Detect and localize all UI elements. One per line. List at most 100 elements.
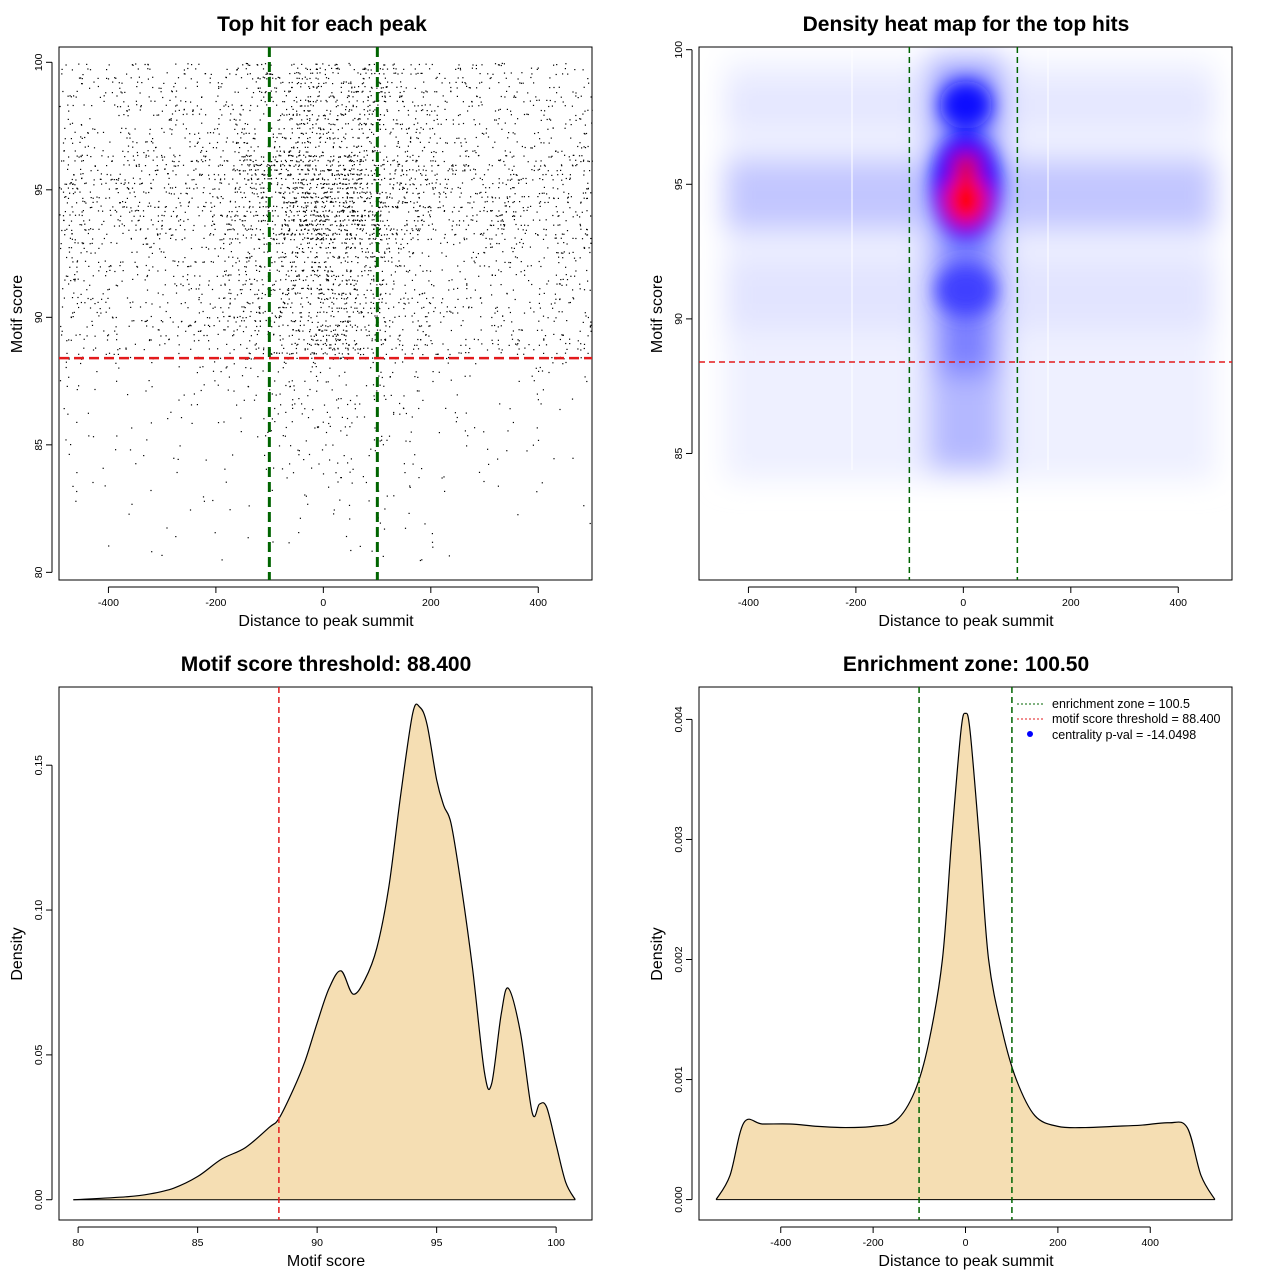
scatter-point xyxy=(553,320,555,322)
scatter-point xyxy=(509,179,511,181)
scatter-point xyxy=(99,266,101,268)
scatter-point xyxy=(109,141,111,143)
scatter-point xyxy=(539,366,541,369)
scatter-point xyxy=(205,201,207,204)
scatter-point xyxy=(303,196,305,198)
scatter-point xyxy=(497,228,499,230)
scatter-point xyxy=(504,238,506,240)
scatter-point xyxy=(64,279,66,281)
scatter-point xyxy=(99,178,101,180)
scatter-point xyxy=(328,289,330,291)
scatter-point xyxy=(330,315,332,317)
scatter-point xyxy=(113,225,116,227)
scatter-point xyxy=(386,248,388,250)
scatter-point xyxy=(179,445,181,447)
scatter-point xyxy=(238,279,240,282)
scatter-point xyxy=(546,99,548,101)
scatter-point xyxy=(390,131,392,133)
scatter-point xyxy=(251,283,253,285)
scatter-point xyxy=(292,312,294,314)
scatter-point xyxy=(244,156,246,158)
scatter-point xyxy=(149,339,151,341)
scatter-point xyxy=(70,138,72,140)
scatter-point xyxy=(531,283,533,286)
scatter-point xyxy=(570,275,572,277)
scatter-point xyxy=(552,187,554,189)
scatter-point xyxy=(511,178,513,180)
scatter-point xyxy=(175,186,177,188)
scatter-point xyxy=(348,219,350,221)
scatter-point xyxy=(299,223,301,226)
scatter-point xyxy=(445,255,447,257)
scatter-point xyxy=(278,445,281,447)
scatter-point xyxy=(233,363,235,365)
scatter-point xyxy=(110,179,112,181)
scatter-point xyxy=(591,160,593,162)
scatter-point xyxy=(265,206,267,208)
scatter-point xyxy=(522,229,524,231)
scatter-point xyxy=(343,298,345,300)
scatter-point xyxy=(468,307,470,309)
scatter-point xyxy=(163,251,165,253)
scatter-point xyxy=(245,280,247,282)
scatter-point xyxy=(182,164,185,166)
scatter-point xyxy=(296,147,299,149)
scatter-point xyxy=(520,271,522,273)
scatter-point xyxy=(304,494,306,496)
scatter-point xyxy=(424,179,427,181)
scatter-point xyxy=(384,338,387,340)
scatter-point xyxy=(518,380,520,382)
scatter-point xyxy=(71,178,73,181)
scatter-point xyxy=(472,251,474,253)
scatter-point xyxy=(356,307,358,309)
scatter-point xyxy=(60,247,62,250)
scatter-point xyxy=(346,234,348,236)
scatter-point xyxy=(259,306,261,308)
scatter-point xyxy=(566,243,568,245)
scatter-point xyxy=(177,335,179,337)
scatter-point xyxy=(145,302,147,304)
scatter-point xyxy=(292,191,294,193)
scatter-point xyxy=(98,315,100,317)
scatter-point xyxy=(312,228,314,230)
scatter-point xyxy=(66,340,68,342)
scatter-point xyxy=(102,210,104,212)
scatter-point xyxy=(136,251,138,253)
scatter-point xyxy=(345,242,347,244)
scatter-point xyxy=(471,105,473,107)
scatter-point xyxy=(318,91,320,93)
scatter-point xyxy=(389,133,391,135)
scatter-point xyxy=(301,196,303,198)
scatter-point xyxy=(356,173,358,175)
scatter-point xyxy=(276,150,278,152)
scatter-point xyxy=(215,100,217,103)
scatter-point xyxy=(318,145,320,147)
scatter-point xyxy=(282,435,284,437)
scatter-point xyxy=(184,229,186,231)
scatter-point xyxy=(345,298,348,300)
scatter-point xyxy=(130,77,132,79)
scatter-point xyxy=(119,106,122,108)
scatter-point xyxy=(482,234,484,236)
scatter-point xyxy=(353,161,355,163)
scatter-point xyxy=(312,339,314,341)
scatter-point xyxy=(378,301,380,304)
scatter-point xyxy=(452,173,454,175)
scatter-point xyxy=(488,187,491,189)
scatter-point xyxy=(120,91,122,93)
scatter-point xyxy=(391,197,393,199)
scatter-point xyxy=(163,215,165,217)
scatter-point xyxy=(414,210,417,212)
scatter-point xyxy=(422,399,424,401)
scatter-point xyxy=(238,269,240,271)
scatter-point xyxy=(283,150,285,152)
scatter-point xyxy=(186,279,188,281)
scatter-point xyxy=(445,196,447,198)
scatter-point xyxy=(345,106,347,108)
scatter-point xyxy=(250,311,252,313)
scatter-point xyxy=(580,349,582,351)
scatter-point xyxy=(438,432,440,434)
scatter-point xyxy=(343,136,345,138)
scatter-point xyxy=(241,289,243,291)
scatter-point xyxy=(339,220,341,222)
